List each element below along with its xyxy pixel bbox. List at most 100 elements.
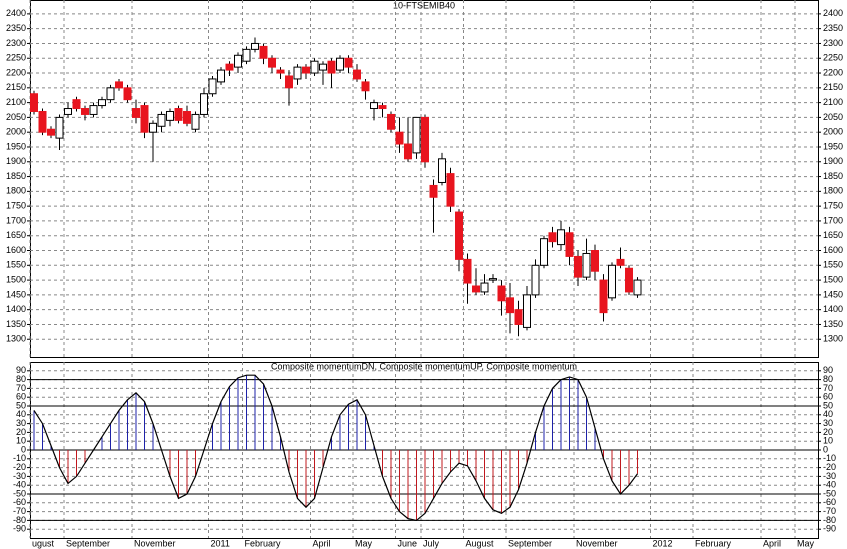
candle-body <box>217 69 225 83</box>
y-tick-label: 2250 <box>823 53 843 63</box>
y-tick-label: 2350 <box>6 23 26 33</box>
candle-body <box>404 143 412 160</box>
y-tick-label: -90 <box>13 524 26 534</box>
candle-body <box>293 66 302 80</box>
y-tick-label: -20 <box>823 462 836 472</box>
candle-body <box>446 173 455 207</box>
candle-body <box>174 108 183 121</box>
x-tick-label: November <box>134 538 176 548</box>
candle-body <box>574 255 582 278</box>
momentum-title: Composite momentumDN, Composite momentum… <box>271 361 577 371</box>
candle-body <box>633 279 642 296</box>
y-tick-label: -40 <box>13 480 26 490</box>
y-tick-label: 1850 <box>6 171 26 181</box>
y-tick-label: 1600 <box>6 245 26 255</box>
y-tick-label: 1950 <box>6 141 26 151</box>
y-tick-label: 10 <box>823 436 833 446</box>
y-tick-label: 2400 <box>823 8 843 18</box>
candle-body <box>319 63 327 71</box>
y-tick-label: 1850 <box>823 171 843 181</box>
y-tick-label: 1400 <box>823 304 843 314</box>
candle-body <box>455 211 463 260</box>
y-tick-label: 2100 <box>6 97 26 107</box>
candle-body <box>208 78 217 95</box>
y-tick-label: 1900 <box>823 156 843 166</box>
y-tick-label: 0 <box>823 444 828 454</box>
candle-body <box>361 81 370 92</box>
candle-body <box>336 57 344 71</box>
candle-body <box>268 57 276 68</box>
y-tick-label: -70 <box>823 506 836 516</box>
y-tick-label: -10 <box>823 453 836 463</box>
candle-body <box>387 113 395 130</box>
y-tick-label: 2200 <box>823 67 843 77</box>
y-tick-label: -50 <box>13 488 26 498</box>
candle-body <box>234 54 242 68</box>
y-tick-label: -80 <box>13 515 26 525</box>
x-tick-label: July <box>423 538 440 548</box>
y-tick-label: 1300 <box>823 334 843 344</box>
candle-body <box>497 285 506 302</box>
y-tick-label: 1750 <box>823 201 843 211</box>
y-tick-label: 90 <box>16 365 26 375</box>
y-tick-label: 2100 <box>823 97 843 107</box>
y-tick-label: 30 <box>16 418 26 428</box>
x-tick-label: 2012 <box>653 538 673 548</box>
candle-body <box>395 131 404 145</box>
candle-body <box>523 294 531 328</box>
x-tick-label: 2011 <box>211 538 230 548</box>
y-tick-label: 70 <box>823 383 833 393</box>
candle-body <box>557 229 565 246</box>
candle-body <box>115 81 123 89</box>
candle-body <box>302 66 310 74</box>
candle-body <box>412 116 421 154</box>
candle-body <box>225 63 234 71</box>
y-tick-label: 2250 <box>6 53 26 63</box>
candle-body <box>480 282 489 293</box>
y-tick-label: 1700 <box>823 215 843 225</box>
y-tick-label: 20 <box>16 427 26 437</box>
price-pane <box>30 0 819 358</box>
y-tick-label: 1550 <box>823 260 843 270</box>
candle-body <box>625 267 633 293</box>
y-tick-label: -60 <box>823 497 836 507</box>
y-tick-label: 2150 <box>823 82 843 92</box>
y-tick-label: 50 <box>823 400 833 410</box>
candle-body <box>327 60 336 74</box>
y-tick-label: 2050 <box>6 112 26 122</box>
x-tick-label: February <box>695 538 732 548</box>
candle-body <box>548 232 557 243</box>
candle-body <box>489 278 497 281</box>
y-tick-label: 2300 <box>823 38 843 48</box>
candle-body <box>64 108 72 115</box>
y-tick-label: 20 <box>823 427 833 437</box>
candle-body <box>353 69 361 80</box>
x-tick-label: April <box>313 538 331 548</box>
momentum-line <box>33 374 638 522</box>
candle-body <box>514 309 523 325</box>
candle-body <box>378 105 387 110</box>
y-tick-label: -60 <box>13 497 26 507</box>
y-tick-label: -30 <box>13 471 26 481</box>
y-tick-label: 30 <box>823 418 833 428</box>
candle-body <box>565 232 574 257</box>
candle-body <box>540 238 548 266</box>
x-tick-label: May <box>355 538 373 548</box>
candle-body <box>183 110 191 124</box>
y-tick-label: 2350 <box>823 23 843 33</box>
y-tick-label: 1350 <box>6 319 26 329</box>
y-tick-label: 1650 <box>6 230 26 240</box>
y-tick-label: 2400 <box>6 8 26 18</box>
candle-body <box>472 285 480 293</box>
y-tick-label: -70 <box>13 506 26 516</box>
y-tick-label: 1500 <box>6 274 26 284</box>
y-tick-label: 1900 <box>6 156 26 166</box>
chart-title: 10-FTSEMIB40 <box>393 0 455 10</box>
candle-body <box>72 99 81 110</box>
candle-body <box>463 258 472 284</box>
candle-body <box>608 264 616 299</box>
candle-body <box>599 279 608 314</box>
candle-body <box>98 99 106 107</box>
